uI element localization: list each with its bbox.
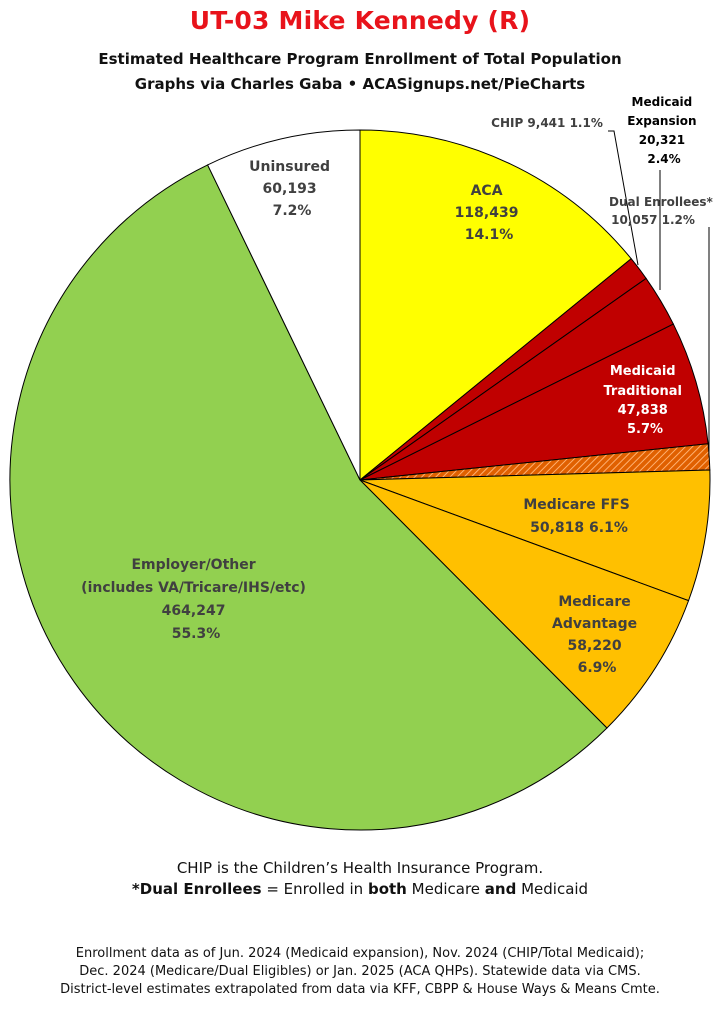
pie-slice-employer-other-includes-va-tricare-ihs-etc	[9, 164, 608, 831]
pie-slice-medicaid-traditional	[359, 323, 709, 481]
chart-credit: Graphs via Charles Gaba • ACASignups.net…	[134, 75, 586, 93]
dual-mid2: Medicare	[406, 880, 485, 898]
dual-end: Medicaid	[516, 880, 589, 898]
dual-and: and	[484, 880, 517, 898]
dual-mid1: = Enrolled in	[261, 880, 368, 898]
chart-title: UT-03 Mike Kennedy (R)	[189, 6, 531, 35]
pie-slice-medicare-advantage	[359, 479, 690, 729]
medicaid-traditional-label: Medicaid Traditional 47,838 5.7%	[603, 364, 686, 437]
pie-slice-uninsured	[206, 129, 361, 481]
chart-subtitle: Estimated Healthcare Program Enrollment …	[98, 50, 622, 68]
employer-other-label: Employer/Other (includes VA/Tricare/IHS/…	[81, 557, 311, 642]
dual-enrollees-note: *Dual Enrollees = Enrolled in both Medic…	[0, 880, 720, 898]
uninsured-label: Uninsured 60,193 7.2%	[249, 159, 335, 219]
medicaid-expansion-label: Medicaid Expansion 20,321 2.4%	[627, 95, 700, 166]
chip-label: CHIP 9,441 1.1%	[491, 116, 603, 130]
footer-line-3: District-level estimates extrapolated fr…	[60, 982, 660, 997]
medicare-advantage-label: Medicare Advantage 58,220 6.9%	[552, 594, 642, 676]
chip-definition-note: CHIP is the Children’s Health Insurance …	[176, 859, 544, 877]
medicare-ffs-label: Medicare FFS 50,818 6.1%	[523, 497, 634, 536]
dual-enrollees-label: Dual Enrollees* 10,057 1.2%	[609, 195, 717, 227]
pie-slice-medicare-ffs	[359, 469, 711, 602]
footer-line-2: Dec. 2024 (Medicare/Dual Eligibles) or J…	[79, 964, 641, 979]
footer-line-1: Enrollment data as of Jun. 2024 (Medicai…	[75, 946, 645, 961]
aca-label: ACA 118,439 14.1%	[455, 183, 524, 243]
dual-term: *Dual Enrollees	[131, 880, 262, 898]
pie-slice-aca	[359, 129, 632, 482]
dual-both: both	[367, 880, 407, 898]
chip-leader-line	[608, 130, 639, 266]
